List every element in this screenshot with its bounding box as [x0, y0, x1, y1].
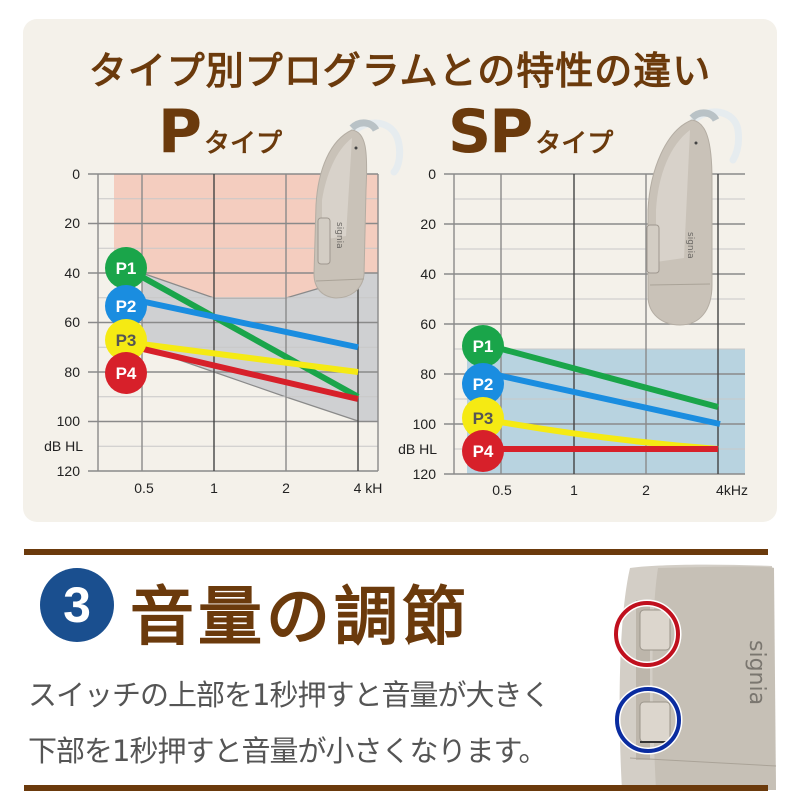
volume-up-switch[interactable] [639, 609, 671, 651]
volume-switch-image: signia [612, 564, 777, 790]
p-line-p4 [125, 342, 359, 402]
sp-y-label-0: 0 [428, 166, 436, 182]
sp-x-label-05: 0.5 [492, 482, 512, 498]
svg-text:P3: P3 [473, 409, 494, 428]
svg-text:P2: P2 [116, 297, 137, 316]
p-line-p1 [124, 265, 360, 400]
p-y-label-40: 40 [64, 265, 80, 281]
sp-y-label-80: 80 [420, 366, 436, 382]
p-marker-p3: P3 [105, 319, 147, 361]
svg-text:signia: signia [334, 222, 344, 249]
hearing-aid-image-sp: signia [646, 108, 742, 326]
sp-x-label-4: 4kHz [716, 482, 748, 498]
p-y-label-60: 60 [64, 314, 80, 330]
section-divider-bottom [24, 785, 768, 791]
sp-line-p2 [482, 369, 721, 427]
audiogram-charts: 0 20 40 60 80 100 dB HL 120 0.5 1 2 4 kH… [44, 108, 748, 498]
sp-marker-p2: P2 [462, 363, 504, 405]
sp-y-label-60: 60 [420, 316, 436, 332]
sp-type-letter: SP [448, 97, 533, 167]
sp-marker-p4: P4 [462, 430, 504, 472]
sp-y-label-20: 20 [420, 216, 436, 232]
sp-y-label-100: 100 [413, 416, 437, 432]
p-range-pink [114, 174, 378, 298]
svg-text:P1: P1 [473, 337, 494, 356]
section-number-badge: 3 [40, 568, 114, 642]
volume-down-switch[interactable] [639, 701, 671, 743]
p-line-p3 [125, 339, 359, 375]
page-title: タイプ別プログラムとの特性の違い [88, 49, 712, 93]
sp-type-heading: SP タイプ [448, 102, 613, 162]
sp-marker-p1: P1 [462, 325, 504, 367]
p-x-label-05: 0.5 [134, 480, 154, 496]
p-x-label-4: 4 kH [354, 480, 383, 496]
p-y-label-20: 20 [64, 215, 80, 231]
p-y-label-80: 80 [64, 364, 80, 380]
svg-text:P4: P4 [473, 442, 494, 461]
p-marker-p1: P1 [105, 247, 147, 289]
sp-x-label-1: 1 [570, 482, 578, 498]
section-title: 音量の調節 [130, 581, 470, 655]
svg-text:P2: P2 [473, 375, 494, 394]
sp-y-label-120: 120 [413, 466, 437, 482]
p-type-heading: P タイプ [158, 102, 282, 162]
sp-chart: 0 20 40 60 80 100 dB HL 120 0.5 1 2 4kHz… [398, 166, 748, 498]
svg-text:signia: signia [685, 232, 695, 259]
brand-logo: signia [744, 640, 769, 705]
sp-y-label-40: 40 [420, 266, 436, 282]
svg-text:P4: P4 [116, 364, 137, 383]
sp-x-label-2: 2 [642, 482, 650, 498]
p-marker-p2: P2 [105, 285, 147, 327]
sp-type-suffix: タイプ [535, 129, 614, 159]
sp-marker-p3: P3 [462, 397, 504, 439]
p-y-label-100: 100 [57, 413, 81, 429]
p-chart: 0 20 40 60 80 100 dB HL 120 0.5 1 2 4 kH… [44, 166, 382, 496]
p-y-unit: dB HL [44, 438, 83, 454]
p-marker-p4: P4 [105, 352, 147, 394]
description-line-2: 下部を1秒押すと音量が小さくなります。 [28, 734, 548, 768]
p-line-p2 [125, 295, 359, 351]
p-y-label-120: 120 [57, 463, 81, 479]
p-y-label-0: 0 [72, 166, 80, 182]
p-type-letter: P [158, 97, 202, 167]
section-divider-top [24, 549, 768, 555]
p-x-label-2: 2 [282, 480, 290, 496]
sp-y-unit: dB HL [398, 441, 437, 457]
hearing-aid-image-p: signia [313, 119, 404, 299]
sp-fitting-range [467, 349, 745, 474]
sp-line-p1 [482, 341, 719, 410]
p-x-label-1: 1 [210, 480, 218, 496]
description-line-1: スイッチの上部を1秒押すと音量が大きく [28, 678, 550, 712]
svg-text:P3: P3 [116, 331, 137, 350]
p-type-suffix: タイプ [203, 129, 282, 159]
svg-text:P1: P1 [116, 259, 137, 278]
